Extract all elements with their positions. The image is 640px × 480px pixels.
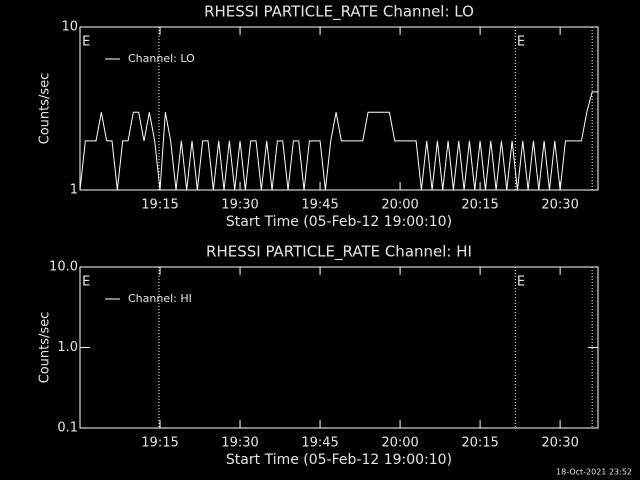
- x-tick-label: 20:15: [461, 436, 498, 451]
- plot-frame: [79, 26, 599, 191]
- y-tick-label: 10.0: [49, 260, 78, 275]
- chart-title: RHESSI PARTICLE_RATE Channel: HI: [206, 243, 472, 262]
- x-axis-label: Start Time (05-Feb-12 19:00:10): [226, 452, 452, 468]
- y-tick-label: 1: [70, 183, 78, 198]
- x-tick-label: 19:15: [141, 198, 178, 213]
- data-line: [79, 91, 598, 191]
- annotation: E: [517, 35, 525, 50]
- x-tick-label: 20:15: [461, 198, 498, 213]
- x-tick-label: 19:30: [221, 198, 258, 213]
- x-tick-label: 19:30: [221, 436, 258, 451]
- x-tick-label: 20:30: [541, 436, 578, 451]
- footer-date: 18-Oct-2021 23:52: [556, 468, 632, 477]
- annotation: E: [82, 35, 90, 50]
- x-tick-label: 20:30: [541, 198, 578, 213]
- y-axis-label: Counts/sec: [38, 73, 53, 145]
- legend-label: Channel: HI: [128, 292, 192, 305]
- x-tick-label: 20:00: [381, 198, 418, 213]
- x-tick-label: 19:15: [141, 436, 178, 451]
- legend-label: Channel: LO: [128, 52, 195, 65]
- y-tick-label: 0.1: [57, 421, 78, 436]
- annotation: E: [82, 275, 90, 290]
- y-tick-label: 1.0: [57, 340, 78, 355]
- y-axis-label: Counts/sec: [38, 312, 53, 384]
- x-axis-label: Start Time (05-Feb-12 19:00:10): [226, 214, 452, 230]
- chart-title: RHESSI PARTICLE_RATE Channel: LO: [204, 3, 474, 22]
- x-tick-label: 20:00: [381, 436, 418, 451]
- x-tick-label: 19:45: [301, 198, 338, 213]
- annotation: E: [517, 275, 525, 290]
- y-tick-label: 10: [61, 20, 78, 35]
- x-tick-label: 19:45: [301, 436, 338, 451]
